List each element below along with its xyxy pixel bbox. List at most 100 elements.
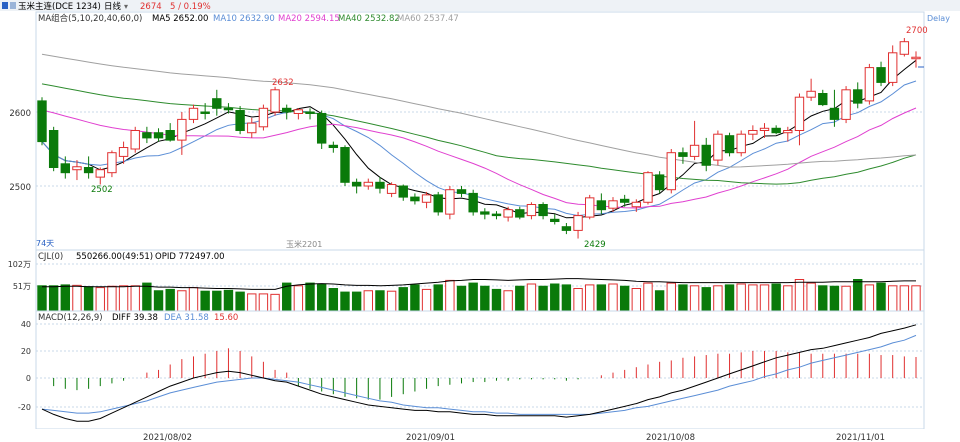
vol-tick-51: 51万 <box>13 282 31 291</box>
last-price: 2674 <box>140 2 162 12</box>
price-change: 5 / 0.19% <box>170 2 211 12</box>
y-tick-2600: 2600 <box>9 109 31 119</box>
volume-bar <box>410 284 420 312</box>
candle-body <box>643 172 653 203</box>
volume-bar <box>503 290 513 312</box>
volume-bar <box>328 288 339 312</box>
volume-bar <box>689 285 700 312</box>
ma10-line <box>41 80 917 217</box>
candle-body <box>316 112 327 144</box>
volume-bar <box>876 282 886 312</box>
volume-bar <box>258 293 269 312</box>
title-bar <box>0 0 960 11</box>
date-label-0901: 2021/09/01 <box>406 433 455 442</box>
period-dropdown-icon[interactable]: ▾ <box>124 2 128 11</box>
volume-bar <box>829 285 840 312</box>
candle-body <box>689 144 700 157</box>
open-interest-line <box>42 278 916 290</box>
candle-body <box>177 118 187 141</box>
candle-body <box>270 89 280 113</box>
ma5-line <box>41 59 917 219</box>
volume-bar <box>398 287 408 312</box>
volume-bar <box>713 285 723 312</box>
candle-body <box>550 218 560 223</box>
candle-body <box>713 133 723 161</box>
ma40-legend: MA40 2532.82 <box>338 14 400 24</box>
candle-body <box>794 96 805 131</box>
macd-lines <box>41 324 917 422</box>
open-interest-path <box>42 278 916 290</box>
volume-bar <box>911 285 921 312</box>
candle-body <box>188 107 199 120</box>
volume-bar <box>794 279 805 312</box>
ma20-legend: MA20 2594.15 <box>278 14 340 24</box>
volume-bar <box>585 284 595 312</box>
date-axis <box>0 429 960 442</box>
ma40-line <box>41 83 917 185</box>
volume-bar <box>60 284 71 312</box>
annotation-high-2632: 2632 <box>272 78 294 88</box>
candle-body <box>200 111 210 114</box>
layout-icon <box>10 2 16 9</box>
candle-body <box>783 130 793 134</box>
macd-legend-macd: 15.60 <box>214 313 238 323</box>
candle-body <box>293 109 304 114</box>
volume-bar <box>783 285 793 312</box>
date-label-0802: 2021/08/02 <box>143 433 192 442</box>
volume-bar <box>433 284 443 312</box>
candle-body <box>328 144 339 149</box>
candle-body <box>771 127 781 134</box>
volume-bar <box>200 290 210 312</box>
candle-body <box>608 200 618 209</box>
candle-body <box>456 189 467 194</box>
vol-tick-102: 102万 <box>8 260 31 269</box>
volume-bar <box>701 287 711 312</box>
candle-body <box>410 196 420 202</box>
volume-bar <box>386 290 397 312</box>
macd-legend-label: MACD(12,26,9) <box>38 313 103 323</box>
y-tick-2500: 2500 <box>9 183 31 193</box>
volume-bar <box>538 285 548 312</box>
candle-body <box>515 209 525 218</box>
candle-body <box>864 67 875 102</box>
vol-legend-volume: 550266.00(49:51) <box>76 252 153 262</box>
candle-body <box>596 200 607 211</box>
candle-body <box>759 127 770 131</box>
volume-bar <box>666 282 676 312</box>
candle-body <box>468 192 478 213</box>
candle-body <box>258 107 269 128</box>
volume-bar <box>316 283 327 312</box>
candle-body <box>340 147 350 183</box>
vol-legend-label: CJL(0) <box>38 252 63 262</box>
volume-bar <box>130 285 140 312</box>
candle-body <box>853 89 863 104</box>
volume-bar <box>561 284 572 312</box>
annotation-low-2429: 2429 <box>584 240 606 250</box>
volume-bar <box>853 279 863 312</box>
candle-body <box>386 184 397 194</box>
candle-body <box>585 197 595 218</box>
contract-label: 玉米2201 <box>286 239 322 249</box>
date-label-1008: 2021/10/08 <box>646 433 695 442</box>
candle-body <box>445 189 455 215</box>
macd-tick-0: 0 <box>26 374 31 383</box>
period-label[interactable]: 日线 <box>104 1 122 12</box>
volume-bar <box>596 284 607 312</box>
volume-bar <box>247 293 257 312</box>
candle-body <box>631 201 642 208</box>
volume-bar <box>736 283 746 312</box>
volume-bar <box>212 290 222 312</box>
volume-bar <box>678 284 688 312</box>
candle-body <box>911 56 921 60</box>
ma20-line <box>41 107 917 209</box>
candle-body <box>130 130 140 150</box>
volume-bar <box>771 283 781 312</box>
diff-line <box>41 324 917 422</box>
candle-body <box>841 89 851 120</box>
symbol-title: 玉米主连(DCE 1234) <box>18 1 101 12</box>
candle-body <box>724 135 735 154</box>
macd-legend-diff: DIFF 39.38 <box>112 313 158 323</box>
volume-bar <box>864 284 875 312</box>
candle-body <box>526 204 537 217</box>
candle-body <box>351 181 362 187</box>
